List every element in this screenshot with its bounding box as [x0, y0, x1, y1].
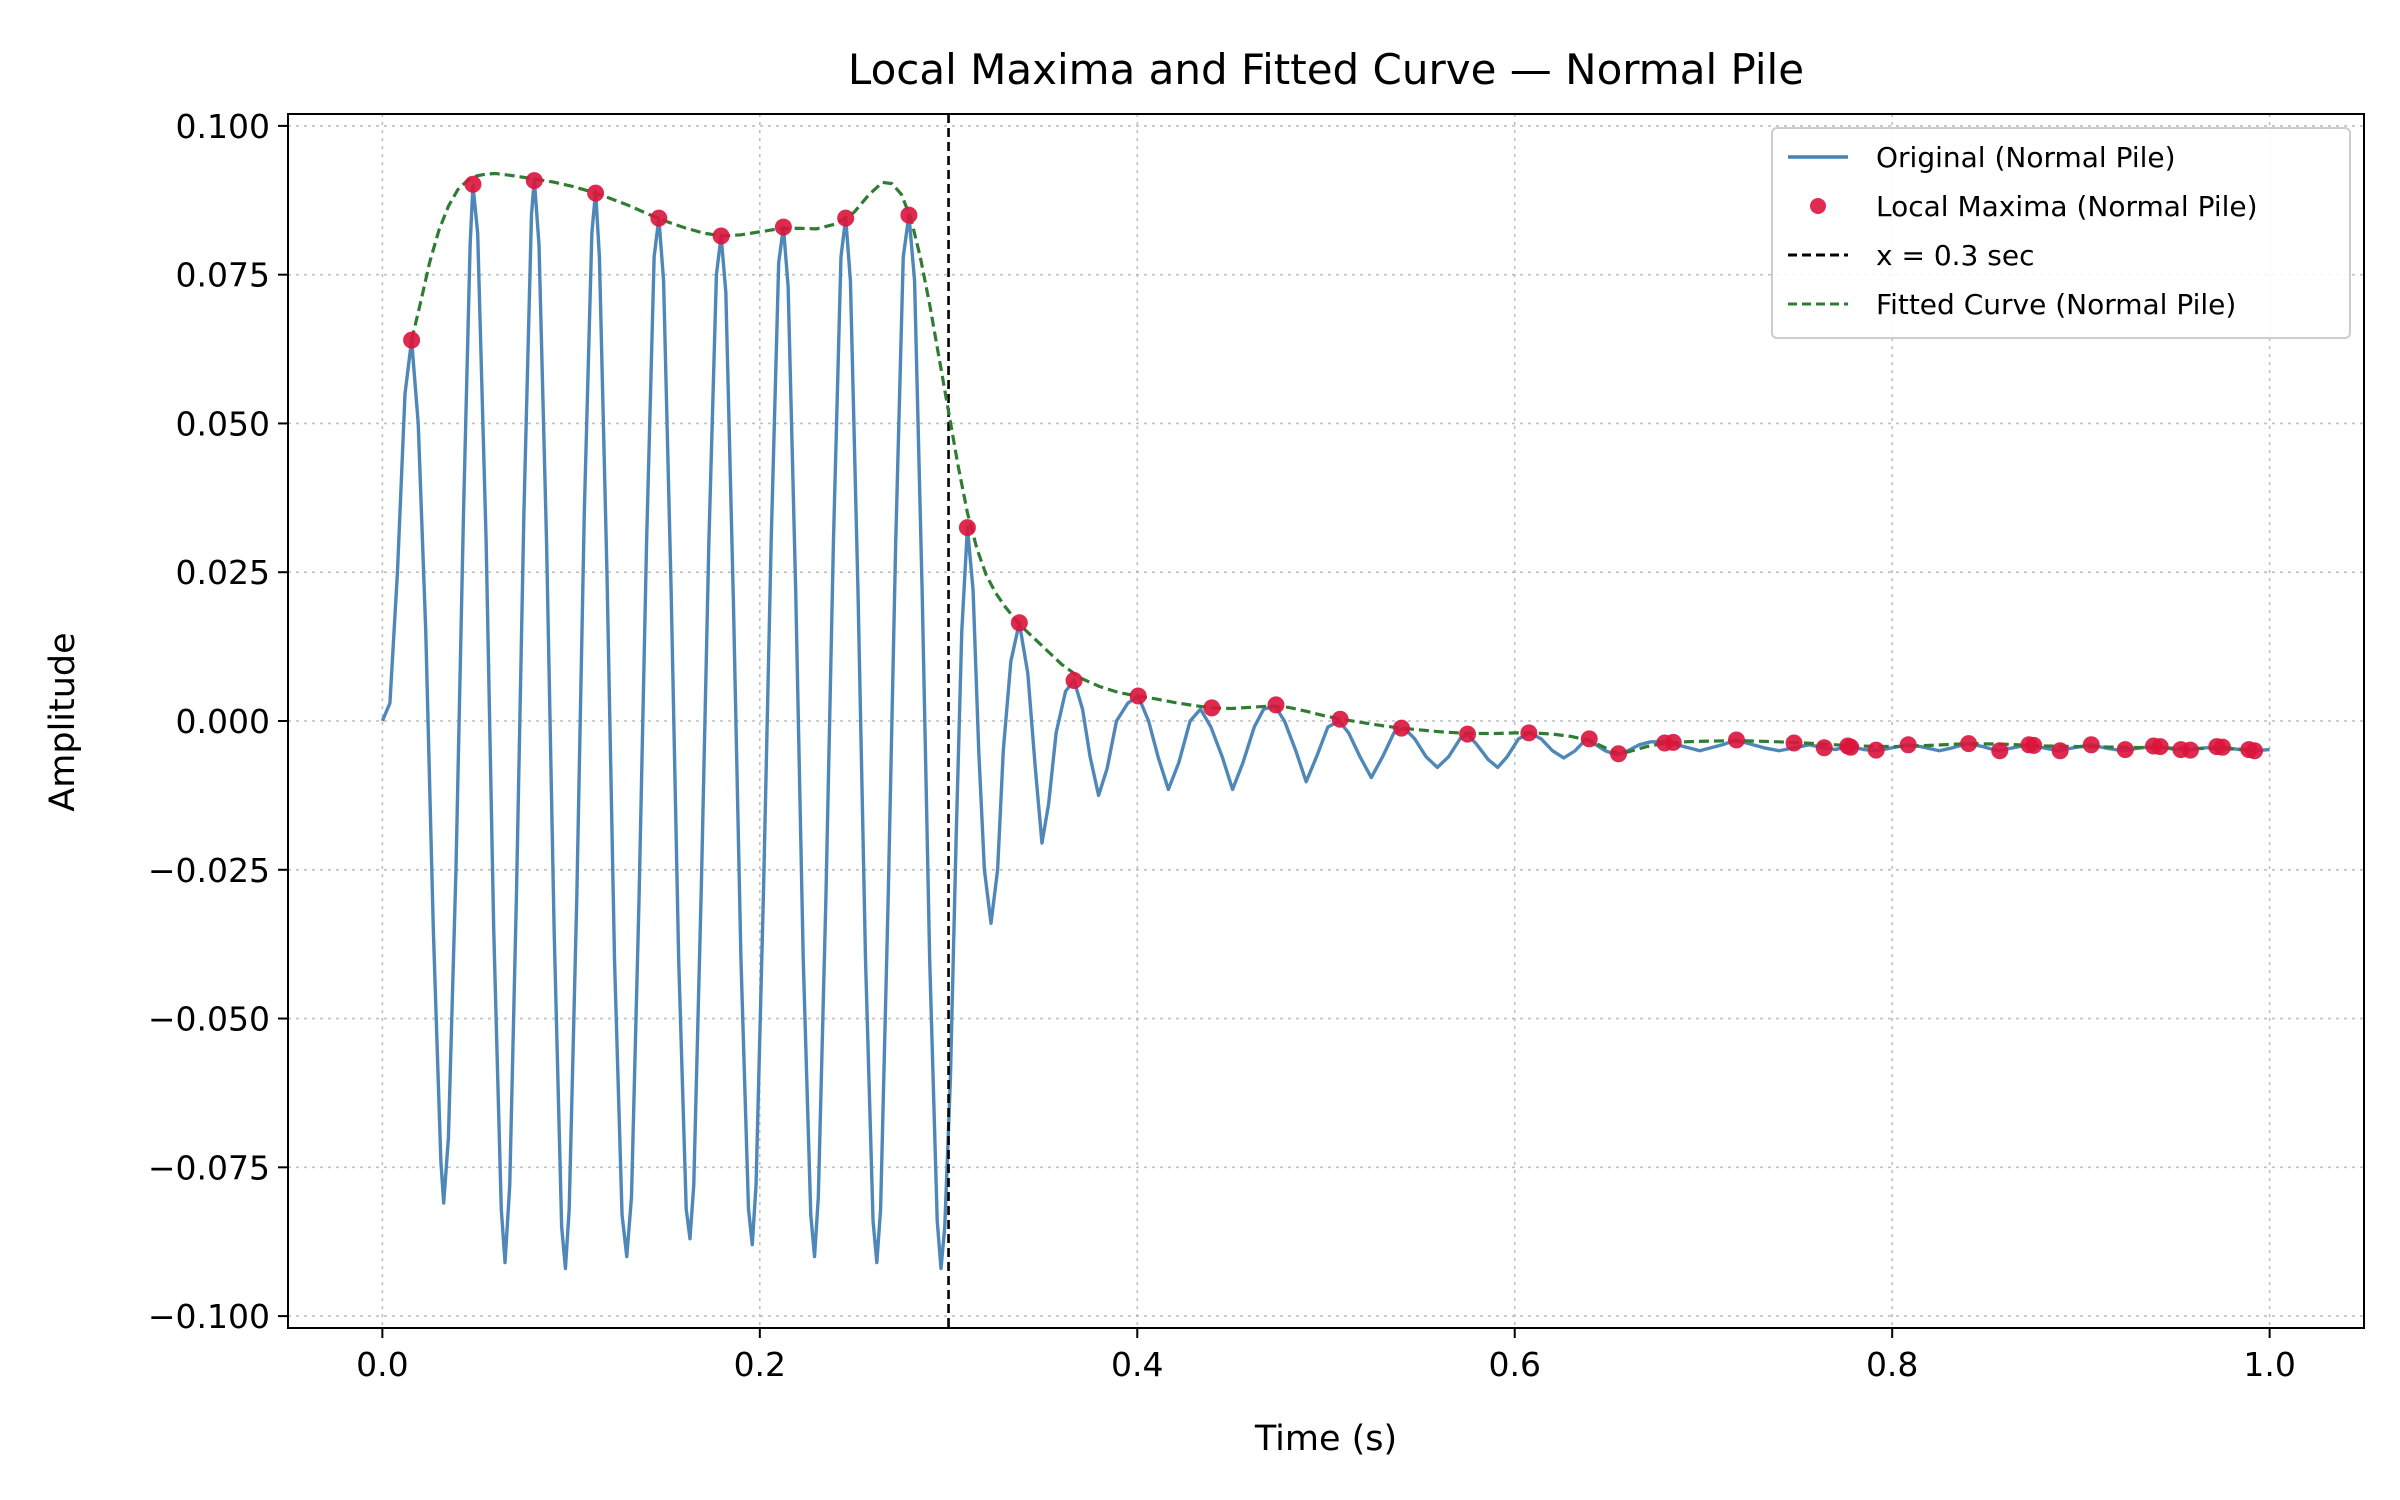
local-maximum-point: [2051, 742, 2069, 760]
local-maximum-point: [1392, 719, 1410, 737]
local-maximum-point: [1331, 710, 1349, 728]
local-maximum-point: [2181, 741, 2199, 759]
local-maximum-point: [587, 184, 605, 202]
local-maximum-point: [1010, 614, 1028, 632]
local-maximum-point: [2151, 738, 2169, 756]
local-maximum-point: [650, 209, 668, 227]
y-tick-label: 0.050: [176, 404, 270, 443]
local-maximum-point: [464, 175, 482, 193]
x-tick-label: 1.0: [2243, 1345, 2295, 1384]
local-maximum-point: [1785, 734, 1803, 752]
local-maximum-point: [403, 331, 421, 349]
local-maximum-point: [1580, 730, 1598, 748]
x-tick-label: 0.4: [1111, 1345, 1163, 1384]
local-maximum-point: [2246, 742, 2264, 760]
legend-label: Original (Normal Pile): [1876, 141, 2176, 174]
chart-title: Local Maxima and Fitted Curve — Normal P…: [848, 45, 1804, 94]
local-maximum-point: [1842, 738, 1860, 756]
local-maximum-point: [774, 218, 792, 236]
plot-area: [380, 114, 2270, 1328]
legend-label: Local Maxima (Normal Pile): [1876, 190, 2258, 223]
x-tick-label: 0.2: [734, 1345, 786, 1384]
local-maximum-point: [1203, 699, 1221, 717]
x-axis: 0.0 0.2 0.4 0.6 0.8 1.0: [356, 1328, 2296, 1384]
y-tick-label: −0.050: [148, 1000, 270, 1039]
legend-box: [1771, 127, 2351, 339]
local-maximum-point: [1065, 672, 1083, 690]
x-tick-label: 0.8: [1866, 1345, 1918, 1384]
y-tick-label: 0.000: [176, 702, 270, 741]
local-maximum-point: [837, 209, 855, 227]
local-maximum-point: [2213, 738, 2231, 756]
local-maximum-point: [1991, 742, 2009, 760]
local-maximum-point: [900, 206, 918, 224]
y-axis-label: Amplitude: [43, 632, 83, 811]
local-maximum-point: [1960, 735, 1978, 753]
local-maximum-point: [2025, 736, 2043, 754]
local-maximum-point: [1727, 731, 1745, 749]
legend-label: Fitted Curve (Normal Pile): [1876, 288, 2236, 321]
legend: Original (Normal Pile) Local Maxima (Norm…: [1771, 127, 2351, 339]
y-tick-label: 0.100: [176, 107, 270, 146]
local-maximum-point: [1520, 724, 1538, 742]
local-maximum-point: [1664, 733, 1682, 751]
local-maximum-point: [1815, 739, 1833, 757]
local-maximum-point: [1610, 745, 1628, 763]
local-maximum-point: [958, 519, 976, 537]
y-axis: −0.100 −0.075 −0.050 −0.025 0.000 0.025 0.050 0…: [148, 107, 288, 1336]
y-tick-label: 0.025: [176, 553, 270, 592]
x-axis-label: Time (s): [1254, 1419, 1397, 1459]
local-maximum-point: [1459, 725, 1477, 743]
y-tick-label: −0.025: [148, 851, 270, 890]
local-maximum-point: [525, 172, 543, 190]
y-tick-label: 0.075: [176, 256, 270, 295]
x-tick-label: 0.0: [356, 1345, 408, 1384]
legend-swatch-marker: [1810, 198, 1826, 214]
legend-label: x = 0.3 sec: [1876, 239, 2034, 272]
local-maximum-point: [2116, 741, 2134, 759]
y-tick-label: −0.075: [148, 1148, 270, 1187]
x-tick-label: 0.6: [1488, 1345, 1540, 1384]
y-tick-label: −0.100: [148, 1297, 270, 1336]
local-maximum-point: [1867, 741, 1885, 759]
local-maximum-point: [1129, 687, 1147, 705]
local-maximum-point: [1899, 736, 1917, 754]
local-maximum-point: [1267, 696, 1285, 714]
local-maximum-point: [712, 227, 730, 245]
local-maximum-point: [2082, 736, 2100, 754]
